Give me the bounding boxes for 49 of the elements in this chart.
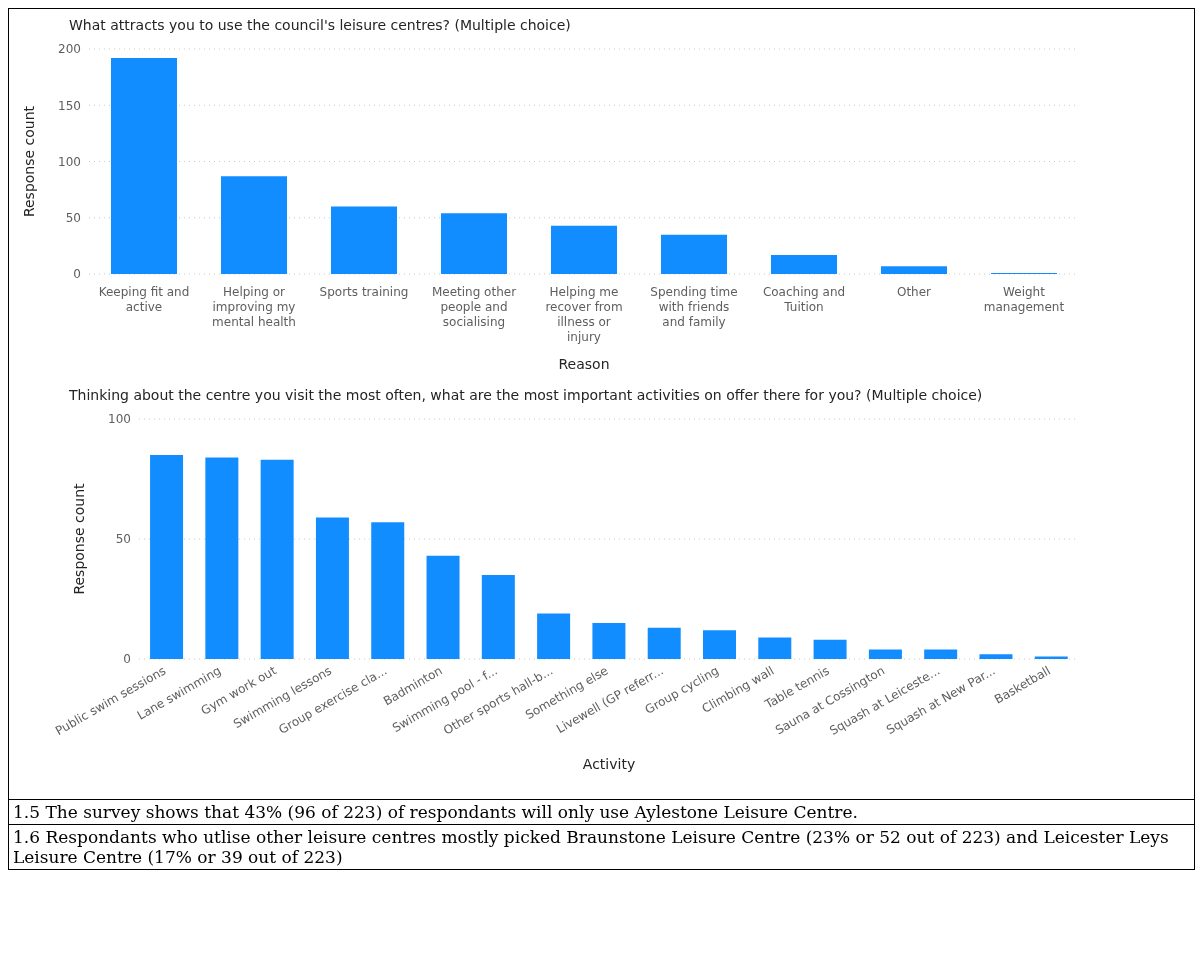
bar — [221, 176, 287, 274]
x-tick-label: Other — [896, 285, 932, 299]
bar — [315, 517, 349, 659]
text: 1.5 The survey shows that 43% (96 of 223) of respondants will only use Aylestone Leisure Centre. — [12, 801, 859, 824]
bar — [592, 623, 626, 659]
bar — [647, 627, 681, 659]
bar — [551, 225, 617, 274]
chart-title: What attracts you to use the council's leisure centres? (Multiple choice) — [69, 16, 572, 35]
bar — [661, 234, 727, 274]
bar — [771, 254, 837, 274]
y-tick-label: 50 — [65, 211, 81, 226]
bar — [924, 649, 958, 659]
x-tick-label: Helping or improving my mental health — [212, 285, 296, 329]
bar — [150, 455, 184, 659]
bar — [537, 613, 571, 659]
bar — [111, 58, 177, 274]
text: 1.6 Respondants who utlise other leisure centres mostly picked Braunstone Leisure Centre (23% or 52 out of 223) and Leicester Leys Leisure Centre (17% or 39 out of 223) — [9, 824, 1194, 869]
x-axis-title: Reason — [558, 356, 610, 372]
y-tick-label: 200 — [58, 42, 81, 57]
bar — [260, 459, 294, 659]
x-tick-label: Coaching and Tuition — [762, 285, 846, 314]
y-tick-label: 0 — [73, 267, 81, 282]
x-tick-label: Sports training — [319, 285, 409, 299]
y-tick-label: 150 — [58, 98, 81, 113]
y-tick-label: 0 — [123, 652, 131, 667]
x-tick-label: Weight management — [983, 285, 1065, 314]
bar — [703, 630, 736, 659]
bar — [881, 266, 947, 274]
chart-title: Thinking about the centre you visit the most often, what are the most important activities on offer there for you? (Multiple choice) — [69, 386, 984, 405]
x-tick-label: Meeting other people and socialising — [431, 285, 517, 329]
bar — [371, 522, 405, 659]
y-axis-title: Response count — [20, 105, 37, 218]
x-axis-title: Activity — [582, 756, 636, 772]
bar — [481, 575, 515, 659]
y-tick-label: 100 — [58, 154, 81, 169]
bar — [813, 639, 847, 659]
y-tick-label: 100 — [108, 412, 131, 427]
bar — [441, 213, 507, 274]
y-tick-label: 50 — [115, 532, 131, 547]
bar — [868, 649, 902, 659]
bar — [758, 637, 792, 659]
bar — [205, 457, 239, 659]
bar — [331, 206, 397, 274]
y-axis-title: Response count — [70, 482, 87, 595]
x-tick-label: Helping me recover from illness or injury — [545, 285, 623, 344]
bar — [426, 555, 460, 659]
x-tick-label: Spending time with friends and family — [650, 285, 738, 329]
x-tick-label: Keeping fit and active — [98, 285, 190, 314]
bar — [979, 654, 1013, 659]
